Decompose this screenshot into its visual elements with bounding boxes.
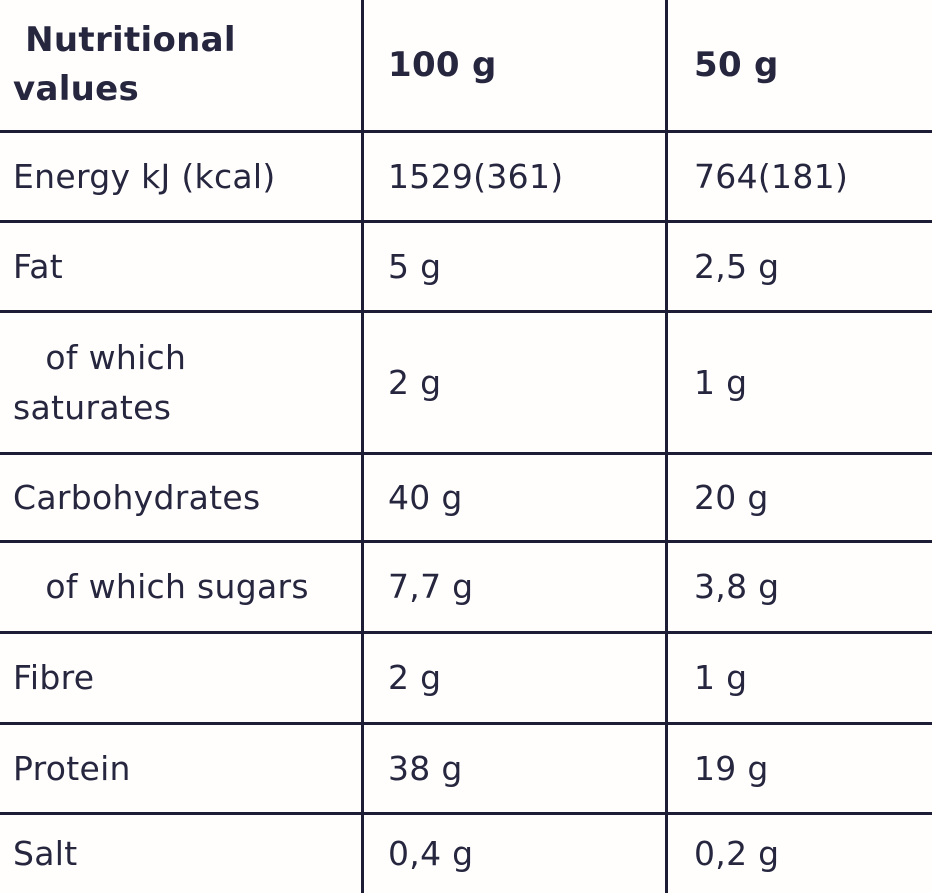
value-100g: 1529(361) bbox=[361, 133, 665, 220]
table-row-salt: Salt 0,4 g 0,2 g bbox=[0, 812, 932, 893]
table-row-energy: Energy kJ (kcal) 1529(361) 764(181) bbox=[0, 130, 932, 220]
value-100g: 2 g bbox=[361, 634, 665, 722]
row-label: Energy kJ (kcal) bbox=[13, 156, 276, 196]
value-50g: 3,8 g bbox=[665, 543, 932, 631]
value-100g: 0,4 g bbox=[361, 815, 665, 893]
value-100g: 40 g bbox=[361, 455, 665, 540]
value-100g: 5 g bbox=[361, 223, 665, 310]
table-row-protein: Protein 38 g 19 g bbox=[0, 722, 932, 812]
value-50g: 0,2 g bbox=[665, 815, 932, 893]
row-label: Protein bbox=[13, 748, 131, 788]
header-col-100g: 100 g bbox=[361, 0, 665, 130]
header-col-50g: 50 g bbox=[665, 0, 932, 130]
table-row-carbohydrates: Carbohydrates 40 g 20 g bbox=[0, 452, 932, 540]
value-50g: 764(181) bbox=[665, 133, 932, 220]
row-label: Carbohydrates bbox=[13, 477, 261, 517]
table-row-fibre: Fibre 2 g 1 g bbox=[0, 631, 932, 722]
header-nutritional-values: Nutritional values bbox=[13, 20, 236, 109]
value-100g: 7,7 g bbox=[361, 543, 665, 631]
row-label: of which sugars bbox=[13, 567, 309, 606]
row-label: Fat bbox=[13, 246, 64, 286]
row-label: of which saturates bbox=[13, 337, 187, 427]
value-50g: 19 g bbox=[665, 725, 932, 812]
table-row-saturates: of which saturates 2 g 1 g bbox=[0, 310, 932, 452]
value-50g: 20 g bbox=[665, 455, 932, 540]
value-50g: 1 g bbox=[665, 634, 932, 722]
value-50g: 2,5 g bbox=[665, 223, 932, 310]
value-100g: 2 g bbox=[361, 313, 665, 452]
table-header-row: Nutritional values 100 g 50 g bbox=[0, 0, 932, 130]
value-100g: 38 g bbox=[361, 725, 665, 812]
value-50g: 1 g bbox=[665, 313, 932, 452]
table-row-fat: Fat 5 g 2,5 g bbox=[0, 220, 932, 310]
row-label: Fibre bbox=[13, 658, 95, 697]
table-row-sugars: of which sugars 7,7 g 3,8 g bbox=[0, 540, 932, 631]
row-label: Salt bbox=[13, 834, 78, 873]
